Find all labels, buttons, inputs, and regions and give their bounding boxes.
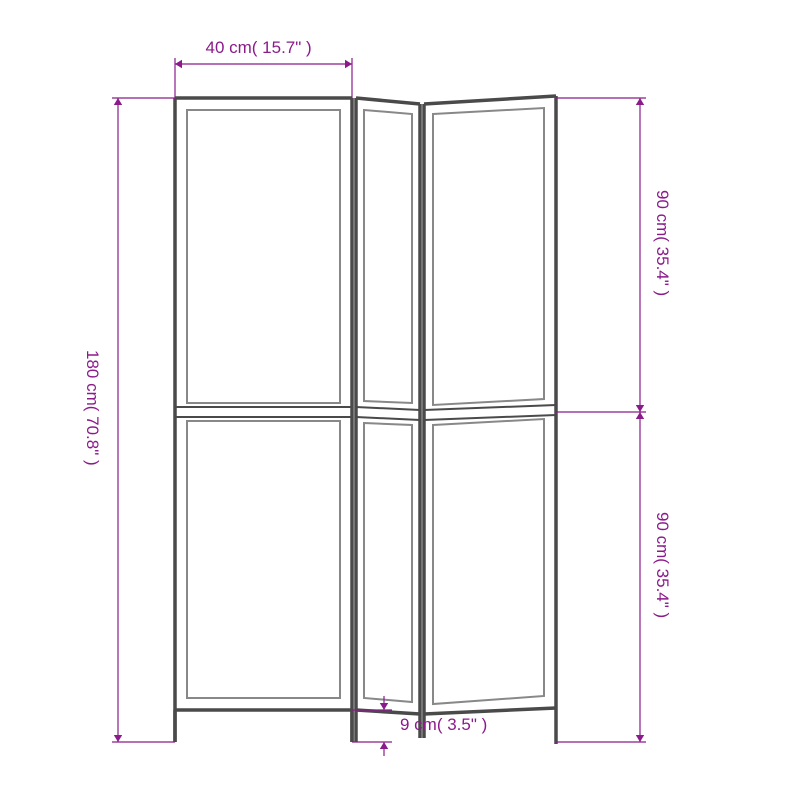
dimension-diagram [0,0,800,800]
lower-height-label: 90 cm( 35.4" ) [652,512,672,618]
panel-width-label: 40 cm( 15.7" ) [206,38,312,58]
foot-height-label: 9 cm( 3.5" ) [400,715,487,735]
upper-height-label: 90 cm( 35.4" ) [652,190,672,296]
total-height-label: 180 cm( 70.8" ) [82,350,102,466]
